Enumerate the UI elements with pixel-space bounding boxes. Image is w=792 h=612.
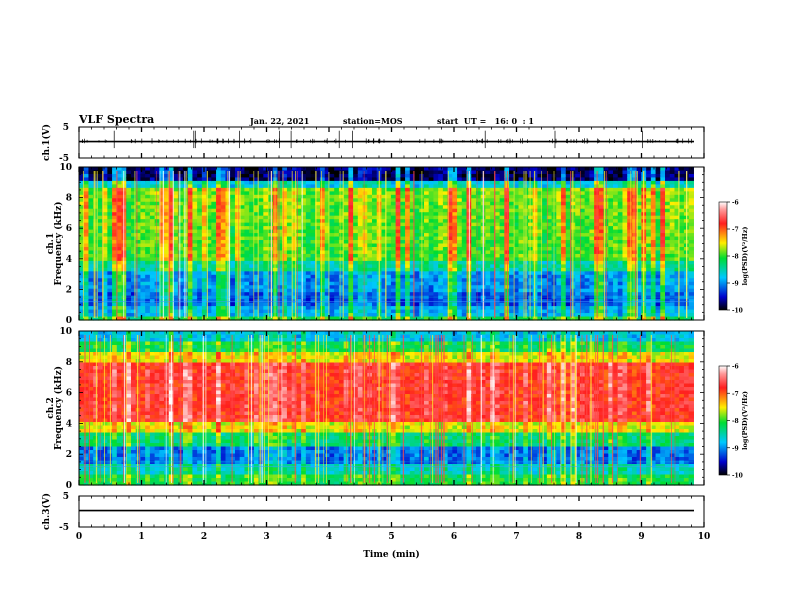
x-tick-label-1: 1	[138, 532, 144, 542]
ch3-waveform-y-tick--5: -5	[59, 523, 69, 533]
ch1-colorbar-tick--9: -9	[732, 281, 739, 288]
ch2-spectrogram-y-tick-8: 8	[66, 358, 72, 368]
ch2-colorbar-tick--10: -10	[732, 473, 743, 480]
ch2-spectrogram-y-tick-2: 2	[66, 450, 72, 460]
start-time-label: start UT = 16: 0 : 1	[437, 116, 534, 126]
ch1-colorbar-tick--6: -6	[732, 200, 739, 207]
ch3-waveform-xticks	[78, 496, 705, 527]
ch3-waveform-y-axis-label: ch.3(V)	[41, 493, 52, 530]
ch2-colorbar-tick--9: -9	[732, 445, 739, 452]
ch1-waveform-xticks	[78, 127, 705, 158]
station-label: station=MOS	[343, 116, 403, 126]
x-tick-label-9: 9	[638, 532, 644, 542]
ch1-colorbar-tick--8: -8	[732, 254, 739, 261]
ch1-spectrogram-xticks	[78, 167, 705, 320]
ch2-colorbar-tick--7: -7	[732, 391, 739, 398]
ch1-spectrogram-channel-label: ch.1	[46, 233, 56, 254]
ch1-colorbar-label: log(PSD)(V²/Hz)	[741, 227, 749, 286]
x-axis-label: Time (min)	[363, 549, 420, 560]
ch2-spectrogram-y-axis-label: Frequency (kHz)	[53, 366, 64, 450]
x-tick-label-3: 3	[263, 532, 269, 542]
ch1-spectrogram-y-tick-8: 8	[66, 194, 72, 204]
ch2-spectrogram-xticks	[78, 331, 705, 485]
ch2-spectrogram-channel-label: ch.2	[46, 397, 56, 418]
ch3-waveform-y-tick-5: 5	[63, 492, 69, 502]
ch1-spectrogram-y-tick-6: 6	[66, 224, 72, 234]
ch1-colorbar-tick--7: -7	[732, 227, 739, 234]
figure-title: VLF Spectra	[79, 113, 155, 126]
ch1-spectrogram-y-axis-label: Frequency (kHz)	[53, 201, 64, 285]
ch2-spectrogram-y-tick-0: 0	[66, 481, 72, 491]
ch2-spectrogram-y-tick-4: 4	[66, 419, 72, 429]
ch1-colorbar-tick--10: -10	[732, 308, 743, 315]
ch1-spectrogram-y-tick-2: 2	[66, 285, 72, 295]
x-tick-label-5: 5	[388, 532, 394, 542]
x-tick-label-8: 8	[576, 532, 582, 542]
ch1-spectrogram-y-tick-4: 4	[66, 255, 72, 265]
ch1-spectrogram-cells	[79, 167, 694, 321]
ch2-colorbar	[718, 365, 728, 476]
x-tick-label-6: 6	[451, 532, 457, 542]
ch2-spectrogram-y-tick-6: 6	[66, 389, 72, 399]
ch1-waveform-y-axis-label: ch.1(V)	[41, 124, 52, 161]
x-tick-label-7: 7	[513, 532, 519, 542]
ch2-colorbar-tick--8: -8	[732, 418, 739, 425]
ch2-colorbar-label: log(PSD)(V²/Hz)	[741, 391, 749, 450]
ch1-waveform-y-tick--5: -5	[59, 154, 69, 164]
ch1-spectrogram-y-tick-10: 10	[59, 163, 72, 173]
ch1-waveform-y-tick-5: 5	[63, 123, 69, 133]
ch2-spectrogram-y-tick-10: 10	[59, 327, 72, 337]
ch2-colorbar-tick--6: -6	[732, 364, 739, 371]
ch1-waveform-spikes	[82, 130, 692, 149]
date-label: Jan. 22, 2021	[250, 116, 310, 126]
x-tick-label-10: 10	[698, 532, 711, 542]
ch1-colorbar	[718, 201, 728, 311]
ch2-spectrogram-cells	[79, 331, 694, 486]
x-tick-label-2: 2	[201, 532, 207, 542]
x-tick-label-0: 0	[76, 532, 82, 542]
x-tick-label-4: 4	[326, 532, 332, 542]
ch1-spectrogram-y-tick-0: 0	[66, 316, 72, 326]
